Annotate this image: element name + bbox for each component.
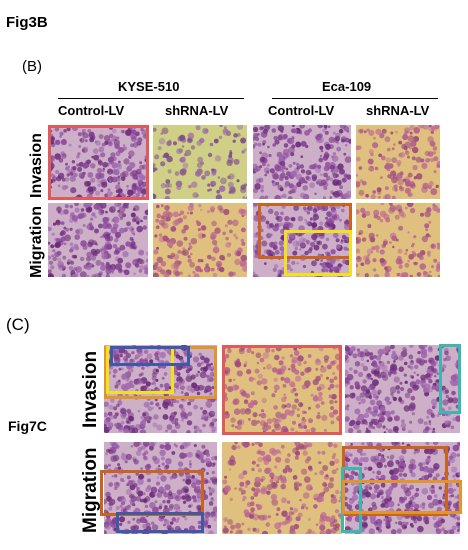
- fig7c-row-label-migration: Migration: [80, 447, 101, 534]
- micrograph-tile: [104, 442, 217, 534]
- highlight-box-orange: [342, 480, 462, 514]
- highlight-box-blue: [110, 346, 190, 366]
- highlight-box-yellow: [284, 230, 352, 276]
- micrograph-tile: [356, 203, 440, 277]
- micrograph-tile: [153, 203, 247, 277]
- column-label-4: shRNA-LV: [366, 103, 430, 118]
- highlight-box-blue: [116, 512, 204, 533]
- group-rule-eca109: [272, 98, 438, 99]
- column-label-3: Control-LV: [268, 103, 335, 118]
- micrograph-tile: [48, 203, 148, 277]
- micrograph-tile: [356, 125, 440, 199]
- fig3b-panel-label: (B): [22, 58, 42, 75]
- highlight-box-teal: [439, 344, 461, 414]
- group-label-eca109: Eca-109: [322, 79, 372, 94]
- fig3b-title: Fig3B: [6, 14, 48, 31]
- micrograph-tile: [222, 442, 342, 534]
- fig3b-row-label-migration: Migration: [28, 206, 45, 278]
- column-label-2: shRNA-LV: [165, 103, 229, 118]
- micrograph-tile: [253, 125, 351, 199]
- highlight-box-brown-orange: [100, 470, 204, 516]
- fig7c-title: Fig7C: [8, 418, 47, 434]
- column-label-1: Control-LV: [58, 103, 125, 118]
- micrograph-tile: [48, 125, 148, 199]
- group-rule-kyse510: [58, 98, 244, 99]
- micrograph-tile: [222, 345, 342, 433]
- micrograph-tile: [345, 442, 460, 534]
- highlight-box-red: [48, 125, 149, 200]
- micrograph-tile: [153, 125, 247, 199]
- fig7c-panel-label: (C): [6, 315, 30, 334]
- fig3b-row-label-invasion: Invasion: [28, 133, 45, 198]
- group-label-kyse510: KYSE-510: [118, 79, 180, 94]
- fig7c-row-label-invasion: Invasion: [80, 350, 101, 428]
- highlight-box-red: [222, 345, 342, 435]
